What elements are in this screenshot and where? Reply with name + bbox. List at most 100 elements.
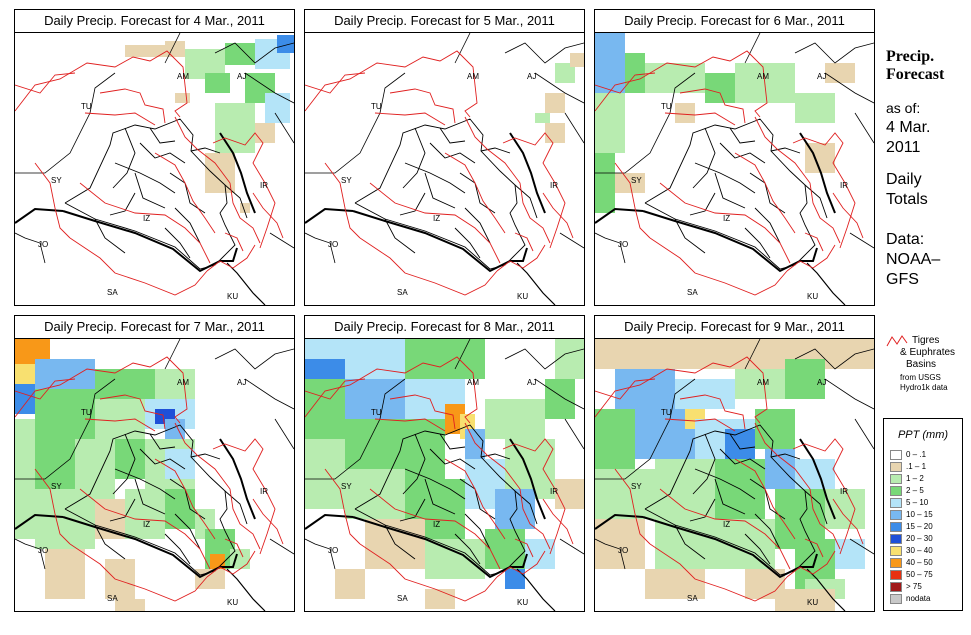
province-border [94,524,126,560]
precip-cell [225,43,255,65]
province-border [689,498,716,522]
precip-cell [215,103,255,153]
precip-cell [825,63,855,83]
legend-swatch [890,582,902,592]
basin-boundary [99,88,166,124]
country-label-tu: TU [81,102,92,111]
basin-boundary [832,192,864,239]
precip-cell [35,359,95,389]
province-border [402,127,426,189]
basin-boundary [389,88,456,124]
province-border [399,192,426,216]
country-label-sy: SY [631,176,642,185]
as-of-label: as of: [886,100,921,116]
basin-boundary [804,538,824,558]
province-border [190,453,221,460]
country-border [269,232,294,249]
basin-boundary [212,132,276,249]
country-label-sy: SY [51,482,62,491]
province-border [694,162,756,194]
country-label-iz: IZ [143,520,150,529]
basin-boundary [374,418,446,432]
country-label-aj: AJ [237,72,246,81]
legend-label: 30 – 40 [906,546,933,555]
basin-boundary [595,72,656,94]
country-label-ku: KU [227,598,238,607]
precip-cell [240,203,250,213]
country-border [534,378,584,410]
basin-boundary [305,50,478,118]
legend-swatch [890,570,902,580]
province-border [354,118,526,270]
basin-boundary [174,116,261,244]
precip-cell [345,469,405,519]
province-border [744,227,771,259]
country-label-tu: TU [661,408,672,417]
national-border [62,210,238,273]
province-border [402,433,426,495]
national-border [219,438,256,520]
basin-boundary [389,394,456,430]
data-line-1: Data: [886,231,925,248]
country-label-am: AM [177,378,189,387]
country-label-sy: SY [51,176,62,185]
country-label-jo: JO [328,546,338,555]
country-label-am: AM [757,378,769,387]
province-border [224,490,248,525]
province-border [692,127,716,189]
country-label-ir: IR [260,487,268,496]
province-border [719,142,766,164]
precip-cell [405,339,485,379]
basin-boundary [514,232,534,252]
legend-swatch [890,462,902,472]
data-line-2: NOAA– [886,251,941,268]
basin-boundary [595,356,768,424]
forecast-panel-9: Daily Precip. Forecast for 9 Mar., 2011 A… [594,315,875,612]
precip-cell [15,364,35,384]
basin-boundary [502,132,566,249]
precip-cell [595,33,625,93]
precip-cell [425,539,485,579]
national-border [219,132,256,214]
precip-map: AM AJ TU SY IR IZ JO SA KU [594,32,875,306]
basin-boundary [374,112,446,126]
province-border [804,490,828,525]
basin-boundary [614,468,651,545]
country-border [824,72,874,104]
province-border [464,207,491,244]
forecast-panel-4: Daily Precip. Forecast for 4 Mar., 2011 A… [14,9,295,306]
province-border [112,433,136,495]
country-label-sa: SA [687,288,698,297]
province-border [719,448,766,470]
province-border [770,147,801,154]
precip-cell [570,53,584,67]
basin-boundary [34,162,71,239]
panel-title: Daily Precip. Forecast for 7 Mar., 2011 [14,315,295,339]
coastline [806,568,846,611]
province-border [149,127,176,144]
legend-label: 5 – 10 [906,498,929,507]
precip-cell [125,45,165,57]
province-border [674,218,706,254]
precip-cell [105,559,135,599]
national-border [352,210,528,273]
basin-boundary [305,378,366,400]
basin-line-1: Tigres [912,335,940,346]
precip-cell [645,569,705,599]
precip-cell [545,93,565,113]
precip-cell [595,409,635,469]
country-border [454,33,471,64]
precip-cell [35,489,95,549]
legend-label: 1 – 2 [906,474,924,483]
country-label-ir: IR [550,487,558,496]
precip-cell [555,339,584,379]
precip-cell [595,153,615,213]
country-border [559,538,584,555]
legend-label: > 75 [906,582,922,591]
legend-label: 10 – 15 [906,510,933,519]
country-label-ir: IR [840,487,848,496]
legend-row: nodata [884,593,962,605]
country-label-iz: IZ [433,520,440,529]
precip-cell [175,93,190,103]
precip-cell [155,369,195,399]
